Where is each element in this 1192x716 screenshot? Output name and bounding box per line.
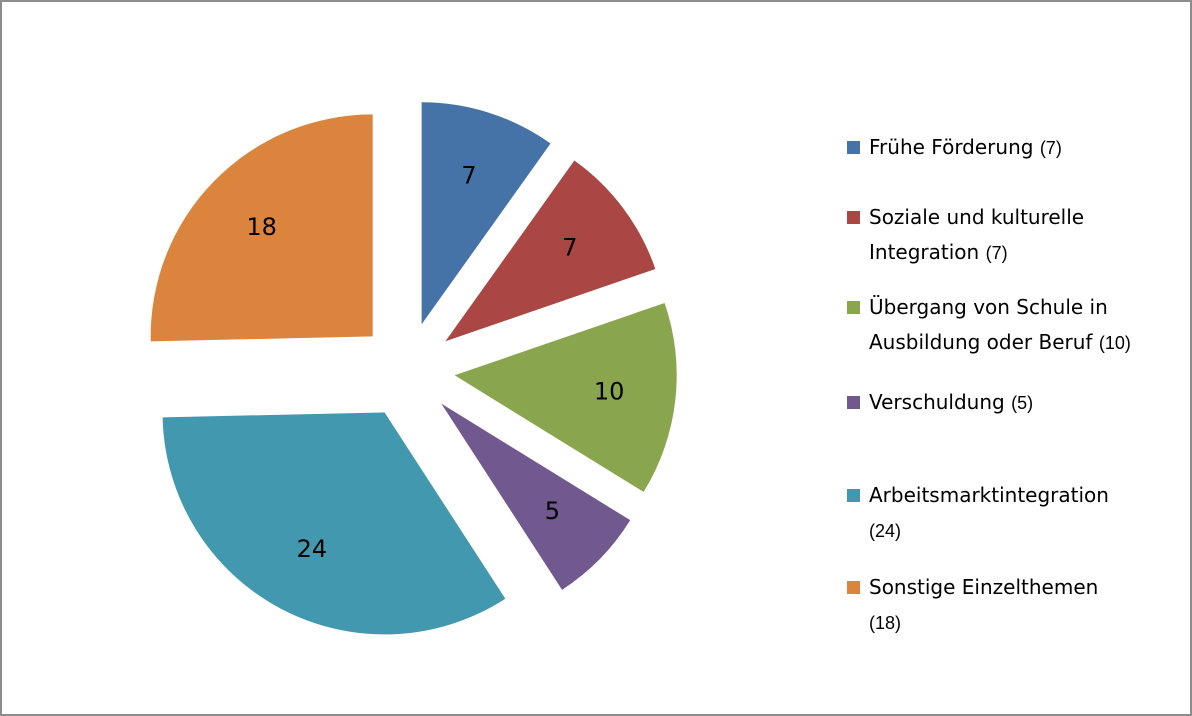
pie-slice — [421, 102, 551, 325]
legend-count: (7) — [985, 243, 1008, 263]
data-label: 10 — [594, 377, 625, 405]
pie-chart: 7 7 10 5 24 18 — [150, 102, 677, 635]
legend-entry: Soziale und kulturelle Integration (7) — [847, 200, 1149, 271]
legend-count: (24) — [869, 521, 902, 541]
pie-slice — [441, 403, 631, 590]
legend-label: Sonstige Einzelthemen — [869, 575, 1099, 599]
legend-label: Übergang von Schule in Ausbildung oder B… — [869, 295, 1108, 354]
data-label: 24 — [297, 535, 328, 563]
data-label: 18 — [246, 213, 277, 241]
legend-label: Arbeitsmarktintegration — [869, 483, 1109, 507]
legend-label: Verschuldung — [869, 390, 1005, 414]
legend-swatch — [847, 489, 860, 502]
legend-swatch — [847, 141, 860, 154]
pie-slice — [445, 160, 656, 342]
legend-entry: Arbeitsmarktintegration (24) — [847, 478, 1119, 549]
legend-count: (10) — [1098, 333, 1131, 353]
legend-label: Soziale und kulturelle Integration — [869, 205, 1085, 264]
legend-swatch — [847, 581, 860, 594]
legend-count: (5) — [1011, 393, 1034, 413]
legend-entry: Frühe Förderung (7) — [847, 130, 1169, 166]
pie-slice — [454, 302, 677, 492]
pie-slice — [162, 412, 506, 635]
legend-swatch — [847, 301, 860, 314]
legend-label: Frühe Förderung — [869, 135, 1034, 159]
data-label: 7 — [461, 161, 476, 189]
data-label: 5 — [545, 497, 560, 525]
legend-count: (18) — [869, 613, 902, 633]
legend-entry: Übergang von Schule in Ausbildung oder B… — [847, 290, 1189, 361]
legend-swatch — [847, 211, 860, 224]
legend-entry: Sonstige Einzelthemen (18) — [847, 570, 1119, 641]
data-label: 7 — [562, 233, 577, 261]
legend-count: (7) — [1039, 138, 1062, 158]
legend-swatch — [847, 396, 860, 409]
pie-slice — [150, 114, 373, 342]
legend-entry: Verschuldung (5) — [847, 385, 1169, 421]
